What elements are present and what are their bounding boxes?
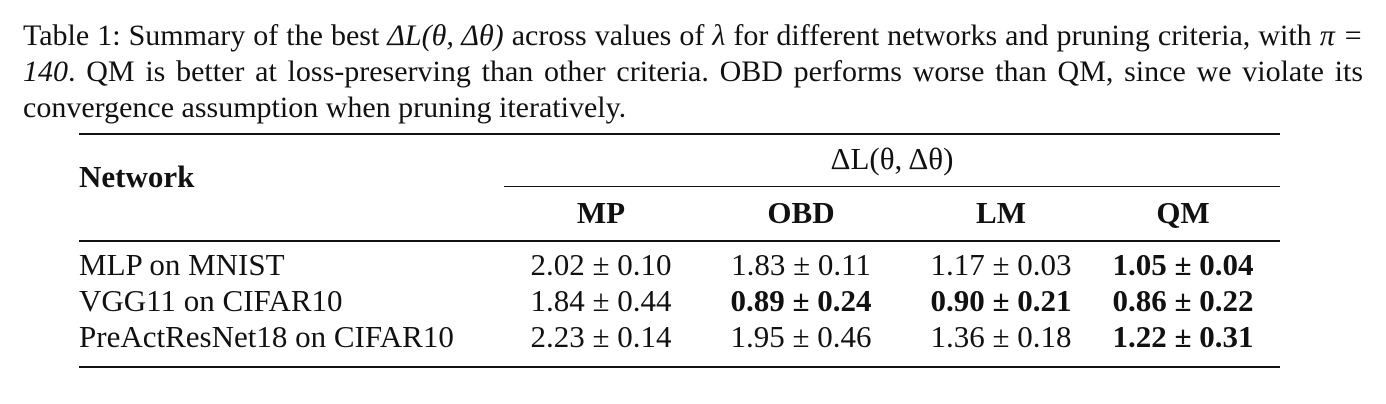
row-network-name: PreActResNet18 on CIFAR10 [79,319,454,354]
table-cell: 0.90 ± 0.21 [930,283,1072,318]
table-bottom-rule [79,366,1280,368]
row-network-name: MLP on MNIST [79,247,285,282]
header-col-obd: OBD [767,195,835,230]
table-cell: 1.17 ± 0.03 [930,247,1072,282]
caption-text-2: across values of [503,19,713,52]
row-network-name: VGG11 on CIFAR10 [79,283,343,318]
table-cell: 2.23 ± 0.14 [530,319,672,354]
caption-text-4: . QM is better at loss-preserving than o… [23,55,1363,124]
table-cell: 1.95 ± 0.46 [730,319,872,354]
caption-label: Table 1: [23,19,121,52]
caption-text-1: Summary of the best [120,19,388,52]
table-cell: 0.86 ± 0.22 [1112,283,1254,318]
header-delta-loss: ΔL(θ, Δθ) [830,141,954,176]
caption-math-pi: π = 140 [23,19,1364,88]
table-cell: 1.22 ± 0.31 [1112,319,1254,354]
caption-math-lambda: λ [712,19,726,52]
table-top-rule [79,133,1280,135]
header-col-lm: LM [976,195,1026,230]
table-cell: 1.84 ± 0.44 [530,283,672,318]
table-cell: 1.83 ± 0.11 [731,247,871,282]
header-col-mp: MP [576,195,626,230]
header-network: Network [79,159,195,194]
table-cell: 2.02 ± 0.10 [530,247,672,282]
caption-math-delta-loss: ΔL(θ, Δθ) [387,19,504,52]
table-cell: 1.05 ± 0.04 [1112,247,1254,282]
table-caption: Table 1: Summary of the best ΔL(θ, Δθ) a… [23,18,1363,126]
table-cell: 0.89 ± 0.24 [730,283,872,318]
table-header-rule [79,240,1280,242]
header-col-qm: QM [1156,195,1210,230]
table-group-rule [504,186,1280,187]
caption-text-3: for different networks and pruning crite… [725,19,1320,52]
table-cell: 1.36 ± 0.18 [930,319,1072,354]
